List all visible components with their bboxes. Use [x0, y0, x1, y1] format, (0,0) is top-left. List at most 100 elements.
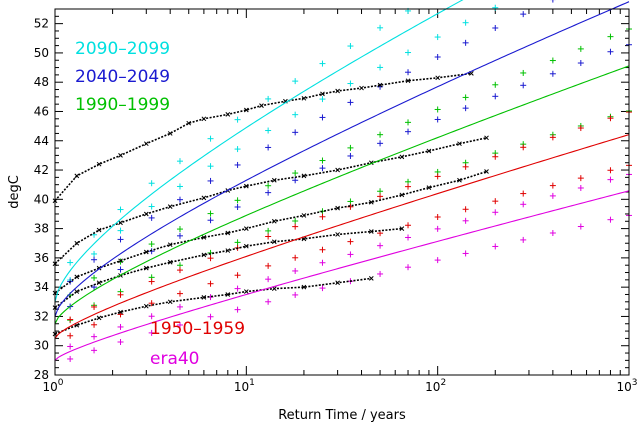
- band-marker: [176, 232, 183, 239]
- band-marker: [577, 223, 584, 230]
- band-marker: [377, 270, 384, 277]
- band-marker: [405, 69, 412, 76]
- band-marker: [234, 161, 241, 168]
- band-marker: [91, 347, 98, 354]
- y-tick-label: 30: [34, 339, 49, 353]
- band-marker: [434, 257, 441, 264]
- x-tick-label: 100: [42, 378, 63, 394]
- band-marker: [234, 116, 241, 123]
- legend-entry: era40: [150, 349, 200, 369]
- y-tick-label: 34: [34, 280, 49, 294]
- empirical-point: [405, 78, 411, 84]
- y-tick-label: 38: [34, 222, 49, 236]
- band-marker: [492, 243, 499, 250]
- band-marker: [176, 321, 183, 328]
- band-marker: [347, 80, 354, 87]
- band-marker: [91, 250, 98, 257]
- band-marker: [492, 153, 499, 160]
- y-tick-label: 52: [34, 17, 49, 31]
- band-marker: [492, 24, 499, 31]
- band-marker: [405, 234, 412, 241]
- band-marker: [319, 60, 326, 67]
- empirical-point: [243, 183, 249, 189]
- band-marker: [176, 158, 183, 165]
- empirical-point: [118, 309, 123, 315]
- band-marker: [265, 95, 272, 102]
- empirical-point: [457, 141, 462, 147]
- empirical-point: [301, 284, 307, 290]
- band-marker: [405, 264, 412, 271]
- band-marker: [91, 333, 98, 340]
- empirical-point: [225, 292, 231, 297]
- y-tick-label: 50: [34, 46, 49, 60]
- band-marker: [377, 242, 384, 249]
- band-marker: [292, 254, 299, 261]
- band-marker: [462, 105, 469, 112]
- band-marker: [207, 255, 214, 262]
- legend-entry: 1990–1999: [75, 95, 170, 115]
- band-marker: [207, 313, 214, 320]
- band-marker: [319, 246, 326, 253]
- empirical-point: [399, 192, 405, 198]
- band-marker: [462, 250, 469, 257]
- band-marker: [148, 278, 155, 285]
- x-tick-label: 101: [234, 378, 255, 394]
- band-marker: [549, 182, 556, 189]
- band-marker: [607, 216, 614, 223]
- band-marker: [292, 170, 299, 177]
- band-marker: [607, 176, 614, 183]
- band-marker: [549, 70, 556, 77]
- band-marker: [117, 206, 124, 213]
- band-marker: [434, 173, 441, 180]
- band-marker: [91, 303, 98, 310]
- legend-entry: 2090–2099: [75, 39, 170, 59]
- band-marker: [434, 54, 441, 61]
- band-marker: [207, 135, 214, 142]
- band-marker: [265, 189, 272, 196]
- axis-labels: 100 101 102 103 28 30 32 34 36 38 40 42 44 46 48 50 52: [34, 17, 638, 394]
- band-marker: [319, 213, 326, 220]
- band-marker: [577, 184, 584, 191]
- band-marker: [265, 144, 272, 151]
- empirical-point: [320, 91, 325, 97]
- fitted-curve: [54, 1, 630, 317]
- band-marker: [520, 11, 527, 18]
- band-marker: [549, 192, 556, 199]
- band-marker: [319, 96, 326, 103]
- empirical-point: [368, 229, 374, 234]
- band-marker: [234, 197, 241, 204]
- band-marker: [292, 291, 299, 298]
- band-marker: [347, 198, 354, 205]
- y-tick-label: 28: [34, 368, 49, 382]
- band-marker: [176, 267, 183, 274]
- empirical-point: [377, 82, 383, 88]
- empirical-point: [301, 173, 307, 179]
- band-marker: [148, 300, 155, 307]
- band-marker: [67, 332, 74, 339]
- band-marker: [117, 323, 124, 330]
- band-marker: [405, 119, 412, 126]
- band-marker: [292, 267, 299, 274]
- band-marker: [319, 157, 326, 164]
- band-marker: [292, 78, 299, 85]
- band-marker: [117, 291, 124, 298]
- band-marker: [207, 217, 214, 224]
- empirical-trace: [54, 170, 487, 294]
- fitted-curve: [54, 0, 464, 302]
- band-marker: [520, 201, 527, 208]
- band-marker: [347, 238, 354, 245]
- band-marker: [377, 193, 384, 200]
- band-marker: [265, 298, 272, 305]
- fitted-curves-layer: [54, 0, 630, 361]
- band-marker: [234, 285, 241, 292]
- band-marker: [292, 223, 299, 230]
- empirical-trace: [54, 227, 402, 309]
- band-marker: [577, 45, 584, 52]
- band-marker: [117, 236, 124, 243]
- band-marker: [462, 206, 469, 213]
- x-tick-label: 102: [425, 378, 446, 394]
- band-marker: [292, 111, 299, 118]
- band-marker: [148, 329, 155, 336]
- confidence-band-layer: [67, 0, 632, 362]
